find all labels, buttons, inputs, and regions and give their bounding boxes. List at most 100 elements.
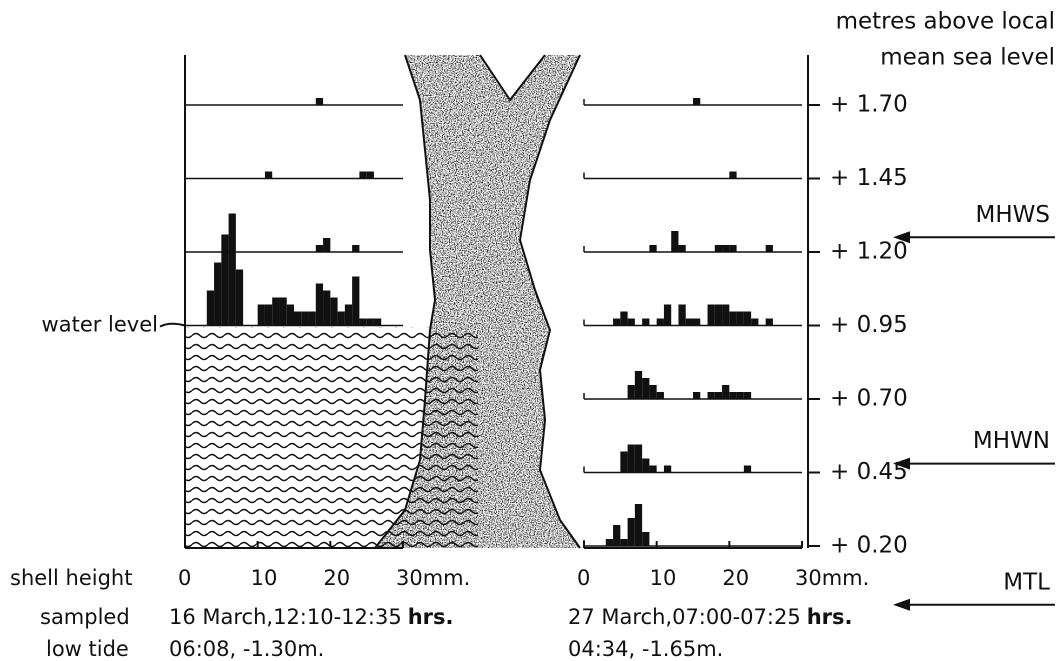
y-tick-label: + 1.20	[830, 239, 908, 265]
y-tick-label: + 0.20	[830, 533, 908, 559]
bar	[265, 172, 272, 179]
bar	[359, 319, 366, 326]
bar	[657, 392, 664, 399]
bar	[722, 305, 729, 326]
bar	[729, 312, 736, 326]
y-axis-label: mean sea level	[880, 45, 1055, 71]
bar	[338, 312, 345, 326]
y-tick-label: + 0.70	[830, 386, 908, 412]
bar	[649, 385, 656, 399]
bar	[301, 312, 308, 326]
bar	[744, 392, 751, 399]
row-label: sampled	[40, 605, 130, 629]
bar	[628, 385, 635, 399]
sampled-unit: hrs.	[807, 605, 853, 629]
y-axis-label: metres above local	[836, 9, 1055, 35]
bar	[628, 445, 635, 473]
bar	[309, 312, 316, 326]
x-tick-label: 10	[650, 566, 677, 590]
y-tick-label: + 1.45	[830, 165, 908, 191]
bar	[693, 98, 700, 105]
sampled-date: 27 March,07:00-07:25	[568, 605, 801, 629]
bar	[766, 319, 773, 326]
bar	[744, 466, 751, 473]
bar	[287, 305, 294, 326]
bar	[620, 452, 627, 473]
bar	[649, 466, 656, 473]
bar	[294, 312, 301, 326]
bar	[229, 214, 236, 326]
row-label: low tide	[46, 637, 129, 661]
bar	[642, 459, 649, 473]
bar	[657, 319, 664, 326]
bar	[279, 298, 286, 326]
bar	[620, 312, 627, 326]
x-tick-label: 30mm.	[396, 566, 470, 590]
bar	[221, 235, 228, 326]
bar	[628, 518, 635, 546]
annotation: MTL	[1003, 569, 1050, 595]
bar	[751, 319, 758, 326]
bar	[635, 371, 642, 399]
bar	[693, 319, 700, 326]
bar	[345, 305, 352, 326]
bar	[359, 172, 366, 179]
bar	[722, 385, 729, 399]
bar	[693, 392, 700, 399]
y-tick-label: + 1.70	[830, 92, 908, 118]
bar	[715, 245, 722, 252]
x-tick-label: 10	[251, 566, 278, 590]
low-tide-text: 06:08, -1.30m.	[169, 637, 324, 661]
bar	[642, 532, 649, 546]
bar	[671, 231, 678, 252]
bar	[686, 319, 693, 326]
x-tick-label: 0	[178, 566, 191, 590]
annotation: MHWN	[973, 428, 1050, 454]
bar	[272, 298, 279, 326]
bar	[374, 319, 381, 326]
bar	[352, 245, 359, 252]
bar	[323, 291, 330, 326]
sampled-date: 16 March,12:10-12:35	[169, 605, 402, 629]
low-tide-text: 04:34, -1.65m.	[568, 637, 723, 661]
bar	[258, 305, 265, 326]
bar	[620, 539, 627, 546]
annotation-leader	[160, 324, 185, 327]
bar	[606, 539, 613, 546]
bar	[642, 319, 649, 326]
x-tick-label: 30mm.	[795, 566, 869, 590]
water	[185, 327, 478, 548]
bar	[207, 291, 214, 326]
x-tick-label: 20	[722, 566, 749, 590]
bar	[613, 319, 620, 326]
bar	[664, 466, 671, 473]
bar	[635, 445, 642, 473]
x-tick-label: 0	[577, 566, 590, 590]
bar	[352, 277, 359, 326]
bar	[323, 238, 330, 252]
bar	[649, 245, 656, 252]
sampled-unit: hrs.	[408, 605, 454, 629]
bar	[744, 312, 751, 326]
bar	[642, 378, 649, 399]
bar	[236, 270, 243, 326]
bar	[214, 263, 221, 326]
bar	[708, 392, 715, 399]
bar	[635, 504, 642, 546]
bar	[316, 98, 323, 105]
bar	[678, 245, 685, 252]
x-axis-label: shell height	[10, 566, 132, 590]
bar	[265, 305, 272, 326]
bar	[708, 305, 715, 326]
bar	[678, 305, 685, 326]
bar	[330, 298, 337, 326]
bar	[729, 392, 736, 399]
bar	[766, 245, 773, 252]
bar	[628, 319, 635, 326]
bar	[367, 319, 374, 326]
chart: metres above local mean sea level + 1.70 + …	[0, 0, 1059, 661]
bar	[316, 245, 323, 252]
annotation: water level	[42, 313, 158, 337]
bar	[737, 392, 744, 399]
